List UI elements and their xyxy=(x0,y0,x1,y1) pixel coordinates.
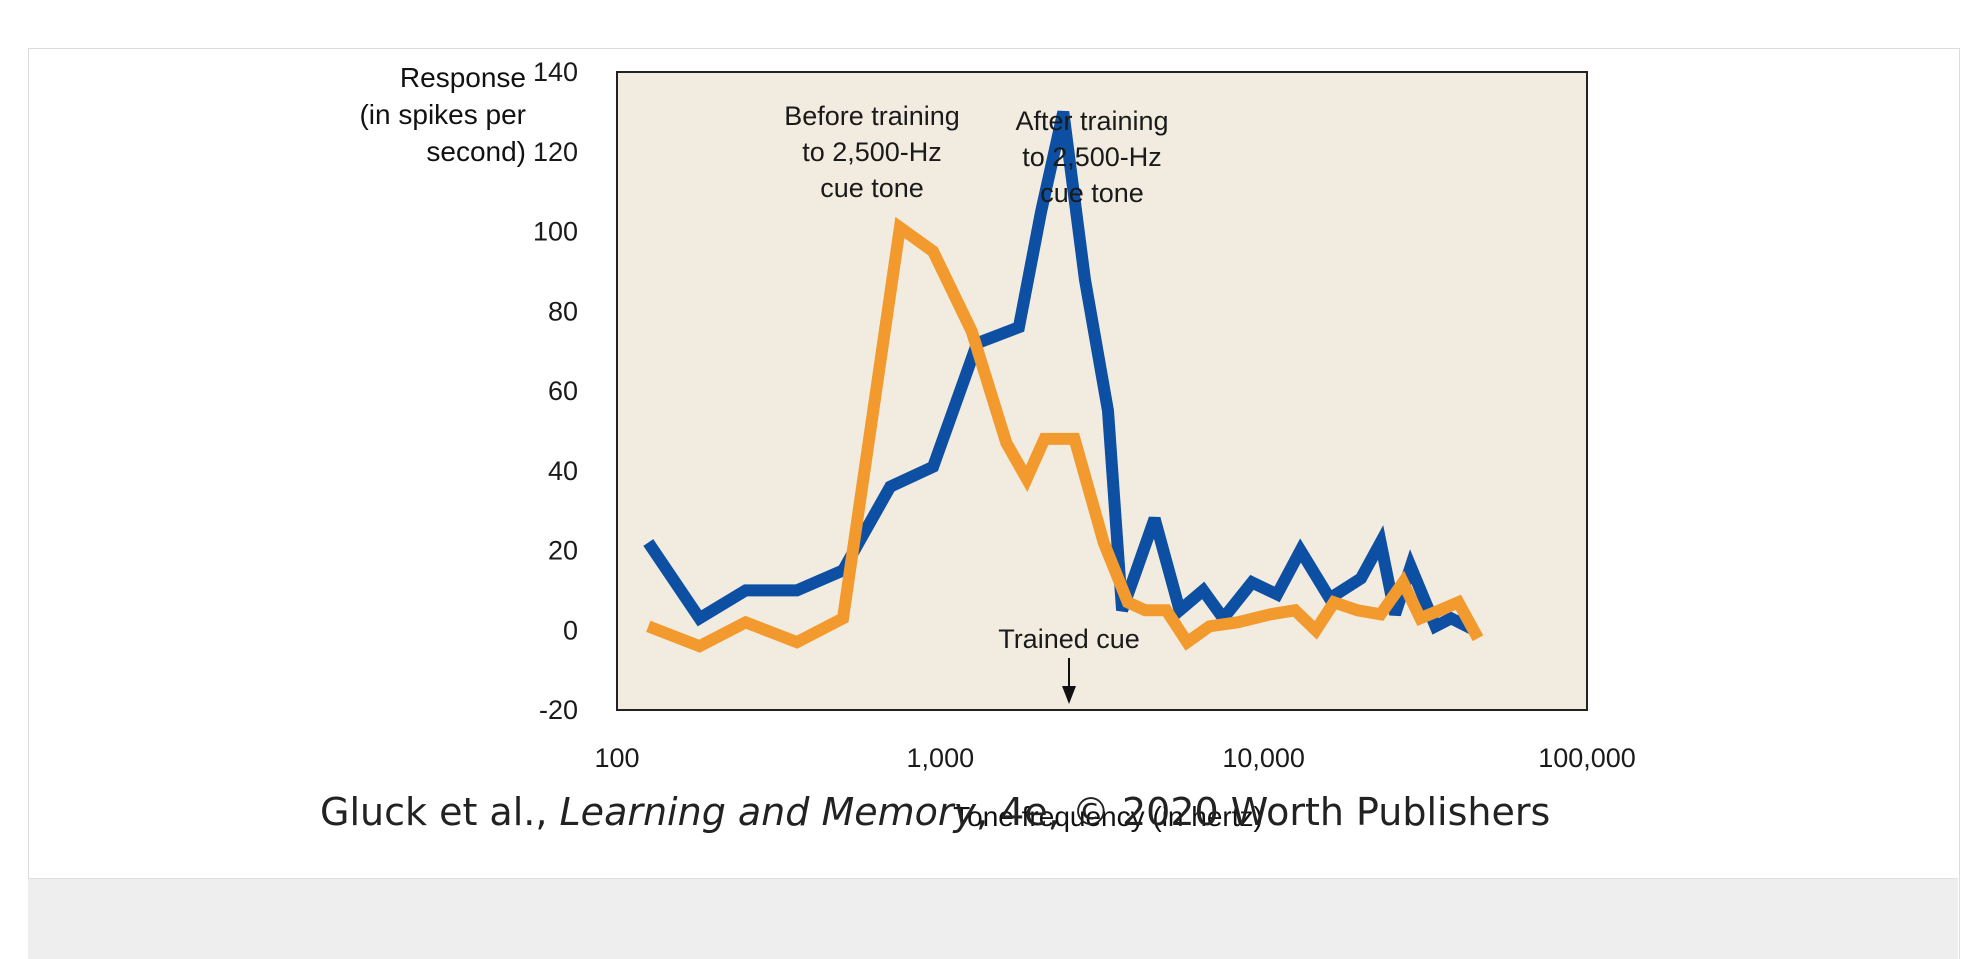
x-tick-label: 1,000 xyxy=(907,743,975,773)
credit-authors: Gluck et al., xyxy=(320,790,560,834)
trained-cue-label: Trained cue xyxy=(998,624,1140,654)
x-axis-title: Tone frequency (in hertz) xyxy=(953,801,1263,832)
series-line-after-training xyxy=(643,110,1478,636)
label-after-training: After training to 2,500-Hz cue tone xyxy=(1015,106,1168,208)
y-tick-label: 60 xyxy=(548,376,578,406)
footer-band xyxy=(28,878,1958,959)
y-axis-title: Response (in spikes per second) xyxy=(359,62,526,167)
y-tick-label: 120 xyxy=(533,137,578,167)
label-before-training: Before training to 2,500-Hz cue tone xyxy=(784,101,960,203)
credit-rest: , 4e, © 2020 Worth Publishers xyxy=(976,790,1551,834)
y-tick-label: 0 xyxy=(563,615,578,645)
y-tick-label: 20 xyxy=(548,536,578,566)
trained-cue-arrow-head-icon xyxy=(1062,686,1077,704)
y-tick-label: 40 xyxy=(548,456,578,486)
y-tick-label: 140 xyxy=(533,57,578,87)
x-tick-label: 10,000 xyxy=(1222,743,1305,773)
x-tick-label: 100,000 xyxy=(1538,743,1636,773)
x-tick-label: 100 xyxy=(594,743,639,773)
series-line-before-training xyxy=(646,216,1484,653)
figure-credit: Gluck et al., Learning and Memory, 4e, ©… xyxy=(320,790,1550,834)
y-tick-label: 80 xyxy=(548,296,578,326)
credit-book-title: Learning and Memory xyxy=(559,790,977,834)
y-tick-label: 100 xyxy=(533,217,578,247)
y-tick-label: -20 xyxy=(539,695,578,725)
